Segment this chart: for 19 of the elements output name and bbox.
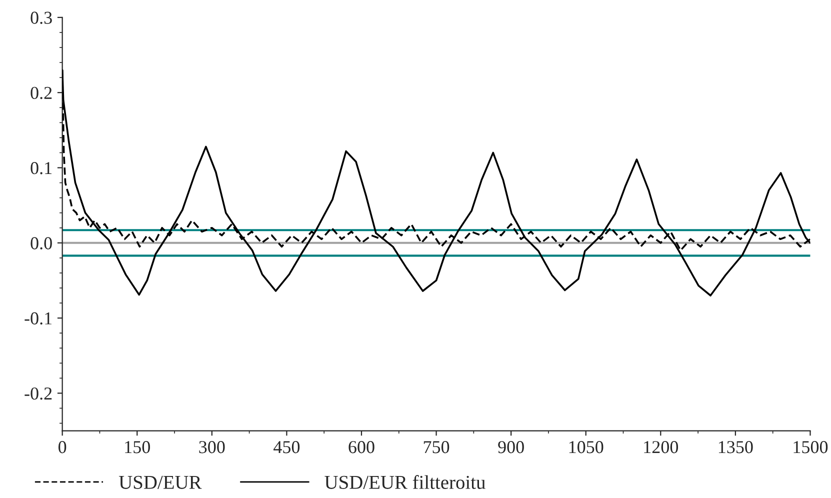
y-tick-label: 0.0 — [30, 237, 52, 250]
y-tick-label: -0.1 — [24, 312, 52, 325]
y-tick-label: 0.3 — [30, 12, 52, 24]
x-tick-label: 300 — [199, 441, 225, 454]
legend-label: USD/EUR — [118, 476, 202, 489]
y-tick-label: -0.2 — [24, 387, 52, 400]
x-tick-label: 1500 — [794, 441, 828, 454]
x-tick-label: 600 — [348, 441, 374, 454]
x-tick-label: 0 — [58, 441, 66, 454]
x-tick-label: 1350 — [718, 441, 753, 454]
x-tick-label: 1200 — [644, 441, 678, 454]
x-tick-label: 750 — [424, 441, 450, 454]
y-tick-label: 0.1 — [30, 162, 52, 174]
legend-label: USD/EUR filtteroitu — [324, 475, 486, 489]
x-tick-label: 1050 — [569, 441, 604, 454]
y-tick-label: 0.2 — [30, 86, 52, 100]
x-tick-label: 450 — [274, 441, 300, 454]
x-tick-label: 150 — [125, 441, 150, 454]
x-tick-label: 900 — [498, 441, 524, 454]
